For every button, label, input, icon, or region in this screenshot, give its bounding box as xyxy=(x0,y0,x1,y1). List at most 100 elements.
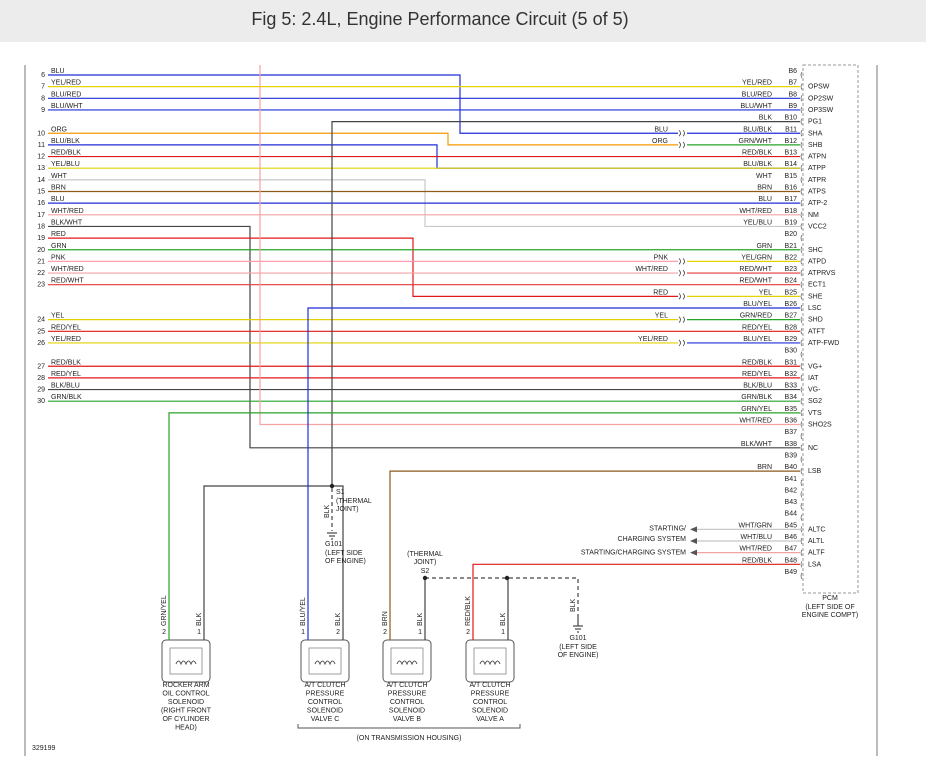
component-location: HEAD) xyxy=(175,725,197,732)
component-location: (RIGHT FRONT xyxy=(161,708,212,715)
component-label: CONTROL xyxy=(473,699,507,706)
pin-label: B48 xyxy=(785,557,798,564)
wire-number: 25 xyxy=(37,328,45,335)
wire-color: RED xyxy=(51,231,66,238)
pin-mark xyxy=(800,211,803,218)
pin-mark xyxy=(800,118,803,125)
coil xyxy=(396,660,418,666)
wire-number: 13 xyxy=(37,165,45,172)
pin-label: B21 xyxy=(785,243,798,250)
solenoid-inner xyxy=(169,647,203,675)
pin-mark xyxy=(800,316,803,323)
wire-color: RED/BLK xyxy=(51,359,81,366)
pin-mark xyxy=(800,374,803,382)
pin-function: OP3SW xyxy=(808,107,834,114)
wire-color: BLK xyxy=(335,612,342,626)
wire-color-label: WHT/RED xyxy=(739,418,772,425)
wire-color-label: YEL/RED xyxy=(742,80,772,87)
pin-mark xyxy=(800,269,803,277)
ground-symbol xyxy=(573,625,583,633)
pin-mark xyxy=(800,386,803,393)
pin-function: SHC xyxy=(808,247,823,254)
wire-color: GRN xyxy=(51,243,67,250)
pin-label: B20 xyxy=(785,231,798,238)
pin-label: B10 xyxy=(785,115,798,122)
pin-function: VCC2 xyxy=(808,223,827,230)
pin-function: ATPN xyxy=(808,154,826,161)
pin-label: B7 xyxy=(788,80,797,87)
pin-mark xyxy=(800,351,803,358)
pin-function: SG2 xyxy=(808,398,822,405)
splice-note: JOINT) xyxy=(414,559,437,566)
pin-label: B26 xyxy=(785,301,798,308)
wire-number: 14 xyxy=(37,177,45,184)
wire-color: BLK/WHT xyxy=(51,219,83,226)
component-label: CONTROL xyxy=(390,699,424,706)
pin-number: 2 xyxy=(162,629,166,636)
pin-label: B18 xyxy=(785,208,798,215)
wire-number: 11 xyxy=(38,142,45,149)
splice-note: (THERMAL xyxy=(407,551,443,558)
wire-number: 22 xyxy=(37,270,45,277)
pin-label: B27 xyxy=(785,313,798,320)
solenoid-inner xyxy=(390,647,424,675)
pin-mark xyxy=(800,199,803,207)
pin-label: B46 xyxy=(785,534,798,541)
component-label: PRESSURE xyxy=(306,691,345,698)
pin-function: LSB xyxy=(808,468,822,475)
title-bar xyxy=(0,0,926,42)
pin-label: B8 xyxy=(788,91,797,98)
wire-color-label: YEL/GRN xyxy=(741,254,772,261)
title: Fig 5: 2.4L, Engine Performance Circuit … xyxy=(251,9,628,29)
pin-function: ATPD xyxy=(808,258,826,265)
connector xyxy=(678,129,685,137)
wire xyxy=(48,237,678,297)
solenoid-box xyxy=(382,639,432,683)
pin-mark xyxy=(800,130,803,137)
figure-id: 329199 xyxy=(32,745,55,752)
pin-function: SHD xyxy=(808,317,823,324)
pcm-box xyxy=(802,64,859,594)
splice-label: YEL xyxy=(655,313,668,320)
wire-color-label: BRN xyxy=(757,464,772,471)
pin-mark xyxy=(800,549,803,556)
pin-label: B31 xyxy=(785,359,798,366)
pin-mark xyxy=(800,106,803,114)
arrow xyxy=(690,526,697,533)
wire-color-label: WHT/RED xyxy=(739,546,772,553)
component-label: A/T CLUTCH xyxy=(386,682,427,689)
wire-color-label: BLU/RED xyxy=(742,91,772,98)
wire-number: 28 xyxy=(37,375,45,382)
wire xyxy=(472,563,800,640)
component-label: SOLENOID xyxy=(307,708,343,715)
pin-label: B44 xyxy=(785,511,798,518)
component-label: PRESSURE xyxy=(471,691,510,698)
wire-color: RED/YEL xyxy=(51,371,81,378)
pin-function: NC xyxy=(808,445,818,452)
wire xyxy=(48,74,678,134)
pin-function: VG+ xyxy=(808,363,822,370)
wire-color: BRN xyxy=(51,185,66,192)
wire-number: 24 xyxy=(37,317,45,324)
wire xyxy=(48,225,800,449)
pin-label: B15 xyxy=(785,173,798,180)
pin-label: B6 xyxy=(788,68,797,75)
pin-mark xyxy=(800,304,803,312)
pin-number: 1 xyxy=(501,629,505,636)
wire-color-label: WHT/GRN xyxy=(739,522,772,529)
external-label: STARTING/ xyxy=(649,525,686,532)
solenoid-box xyxy=(465,639,515,683)
pin-function: ATFT xyxy=(808,328,826,335)
pin-mark xyxy=(800,432,803,440)
wire-color: PNK xyxy=(51,254,66,261)
component-label: CONTROL xyxy=(308,699,342,706)
pin-label: B39 xyxy=(785,452,798,459)
pin-function: ATPR xyxy=(808,177,826,184)
pin-mark xyxy=(800,409,803,417)
wire-number: 16 xyxy=(37,200,45,207)
pin-function: OP2SW xyxy=(808,95,834,102)
housing-note: (ON TRANSMISSION HOUSING) xyxy=(357,735,462,742)
pin-mark xyxy=(800,444,803,451)
wire-color: BLU xyxy=(51,196,65,203)
wire-color: RED/YEL xyxy=(51,324,81,331)
